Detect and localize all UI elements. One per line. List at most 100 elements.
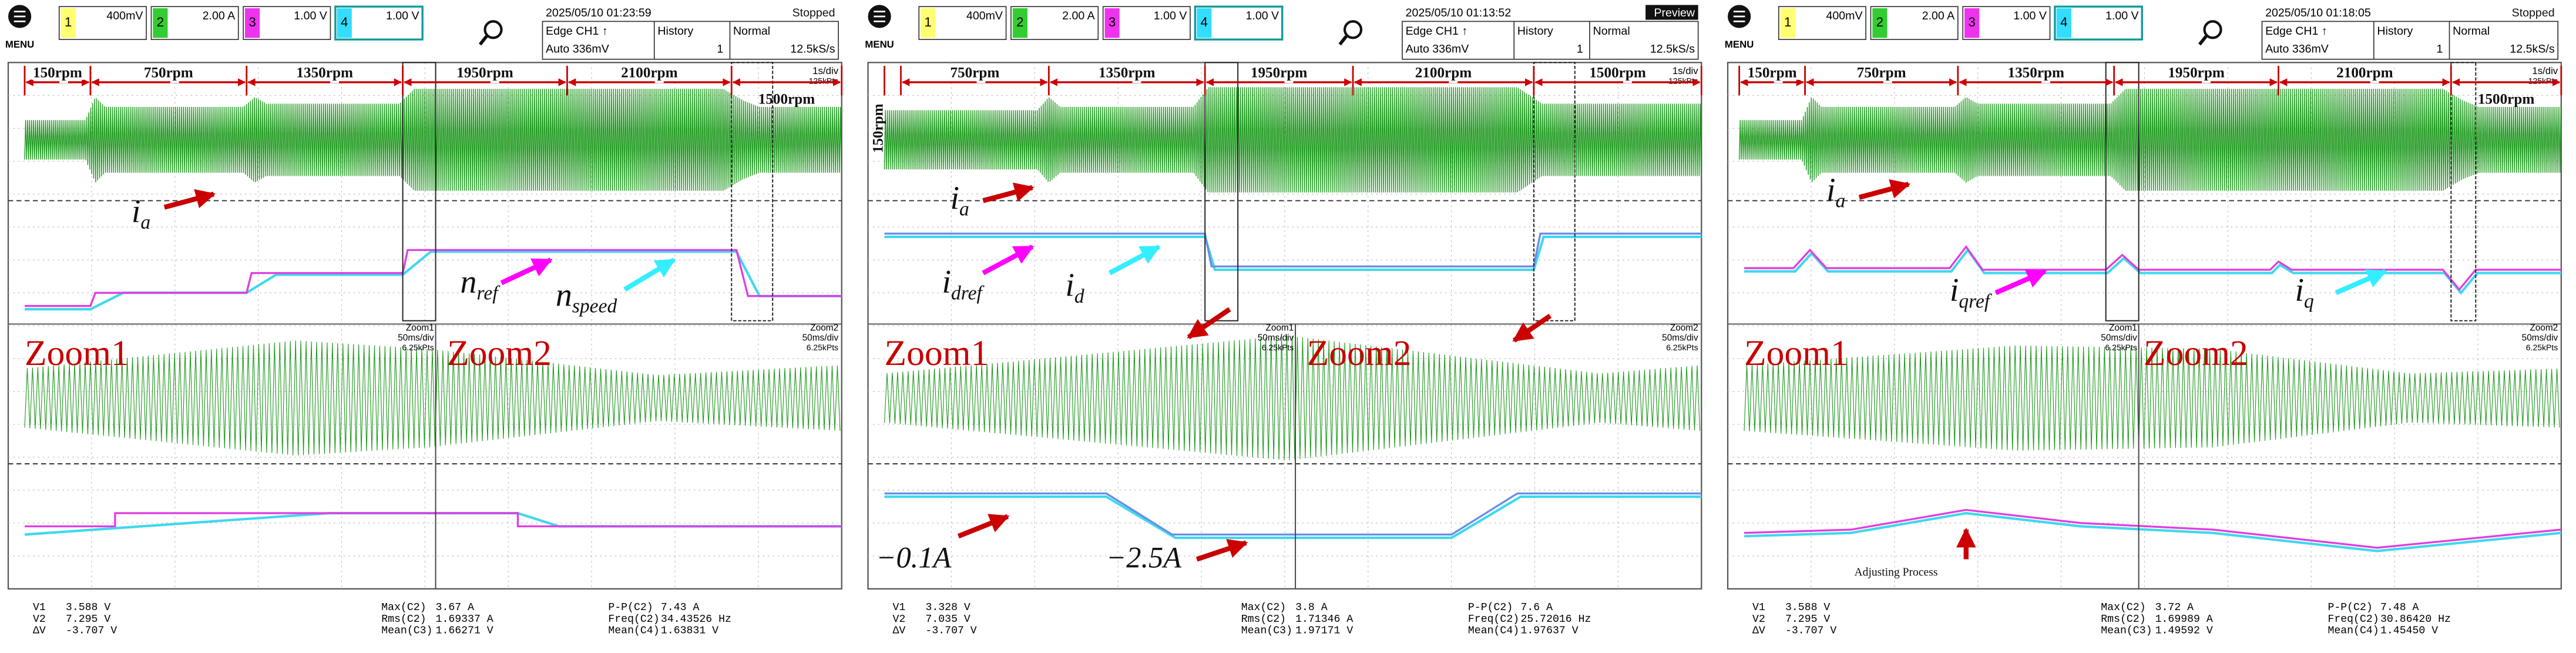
measure-value: 1.69337 A [436,614,493,625]
channel-scale: 1.00 V [294,9,327,22]
measure-name: Mean(C3) [381,625,432,637]
measure-value: 1.63831 V [661,625,718,637]
zoom-points: 6.25kPts [1666,343,1698,352]
measure-value: 7.48 A [2380,602,2419,614]
signal-symbol: i [1826,172,1836,208]
channel-number: 3 [1968,15,1975,29]
zoom-label: Zoom2 [1307,333,1412,373]
measure-value: 7.6 A [1520,602,1553,614]
scope-panel: MENU 1 400mV 2 2.00 A 3 1.00 V 4 1.00 V 2025/05/1… [865,5,1702,637]
signal-label: ia [950,180,969,220]
history-number: 1 [717,43,723,56]
channel-number: 3 [1109,15,1116,29]
zoom-points: 6.25kPts [2105,343,2137,352]
channel-scale: 2.00 A [1922,9,1955,22]
measure-name: ΔV [892,625,905,637]
measure-name: ΔV [33,625,46,637]
signal-subscript: d [1074,286,1084,307]
trigger-type: Edge CH1 ↑ [2265,25,2328,38]
channel-scale: 2.00 A [203,9,236,22]
signal-symbol: n [556,277,572,314]
zoom-timebase: 50ms/div [2101,333,2137,343]
measure-value: -3.707 V [1785,625,1836,637]
history-label: History [2377,25,2413,38]
acq-mode: Normal [1593,25,1630,38]
measure-name: Max(C2) [2101,602,2145,614]
scope-panel: MENU 1 400mV 2 2.00 A 3 1.00 V 4 1.00 V 2025/05/1… [5,5,843,637]
measure-name: Freq(C2) [608,614,659,625]
zoom-name: Zoom2 [810,323,838,333]
zoom-icon [483,20,503,39]
measure-value: 1.49592 V [2155,625,2213,637]
channel-scale: 1.00 V [1154,9,1187,22]
measure-name: V1 [1752,602,1765,614]
measure-name: Mean(C4) [1468,625,1519,637]
speed-label: 2100rpm [2336,65,2393,81]
channel-badge [2056,8,2071,38]
annotation-arrow [1195,539,1248,562]
channel-badge [337,8,352,38]
trace-ref [24,250,842,311]
channel-badge [61,8,76,38]
measure-name: V2 [1752,614,1765,625]
acq-mode: Normal [2453,25,2490,38]
annotation-arrow [982,245,1035,276]
channel-number: 4 [2060,15,2067,29]
speed-label: 750rpm [144,65,193,81]
measure-value: 7.295 V [1785,614,1830,625]
measure-value: 25.72016 Hz [1520,614,1591,625]
record-points: 125kPts [1668,76,1698,86]
measure-name: P-P(C2) [608,602,653,614]
zoom-points: 6.25kPts [1262,343,1294,352]
zoom-window [1204,62,1239,322]
annotation-arrow [1187,307,1231,340]
channel-number: 1 [1784,15,1791,29]
run-status: Stopped [792,6,835,19]
annotation-arrow [957,514,1010,539]
measure-value: 7.295 V [66,614,110,625]
channel-number: 2 [157,15,164,29]
speed-label: 1500rpm [758,91,815,107]
sample-rate: 12.5kS/s [2510,43,2554,56]
timebase: 1s/div [2532,65,2558,76]
channel-badge [1872,8,1888,38]
speed-label: 1350rpm [1099,65,1156,81]
zoom-timebase: 50ms/div [1662,333,1698,343]
zoom-label: Zoom2 [2144,333,2248,373]
trigger-box [2261,21,2559,60]
annotation-arrow [1512,313,1552,343]
signal-subscript: a [959,199,969,220]
capture-date: 2025/05/10 01:18:05 [2265,6,2371,19]
zoom-icon [2203,20,2222,39]
signal-subscript: dref [951,282,985,304]
capture-date: 2025/05/10 01:13:52 [1406,6,1512,19]
trigger-level: Auto 336mV [2265,43,2329,56]
channel-badge [1197,8,1212,38]
signal-symbol: i [2295,272,2304,309]
measure-value: 3.588 V [66,602,110,614]
timebase: 1s/div [1672,65,1698,76]
acq-mode: Normal [733,25,770,38]
annotation-arrow [163,189,216,210]
annotation-arrow [2335,269,2387,295]
signal-label: iq [2295,272,2313,312]
channel-badge [1964,8,1980,38]
zoom-waveform [884,335,1701,461]
zoom-trace [884,495,1702,540]
speed-label: 1500rpm [2478,91,2535,107]
signal-label: ia [1826,172,1845,212]
measure-value: 3.67 A [436,602,475,614]
history-label: History [1517,25,1553,38]
trace-ref [24,249,842,307]
zoom-window [2450,62,2477,322]
measure-value: 1.97171 V [1295,625,1353,637]
measure-value: -3.707 V [925,625,976,637]
channel-scale: 2.00 A [1062,9,1095,22]
measure-name: Rms(C2) [381,614,426,625]
channel-badge [1104,8,1120,38]
channel-scale: 1.00 V [2105,9,2139,22]
measure-value: 30.86420 Hz [2380,614,2451,625]
measure-value: 34.43526 Hz [661,614,731,625]
zoom-timebase: 50ms/div [398,333,434,343]
